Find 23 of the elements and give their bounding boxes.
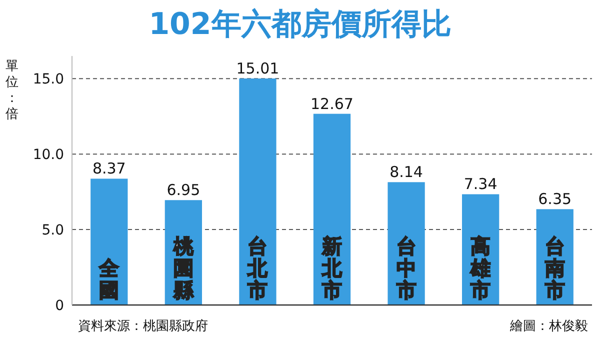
y-tick-label: 5.0 [42, 222, 64, 239]
bar [239, 78, 276, 305]
data-label: 8.37 [92, 160, 126, 178]
y-tick-label: 15.0 [32, 72, 64, 88]
y-tick-label: 10.0 [32, 147, 64, 164]
y-tick-label: 0 [55, 298, 64, 314]
data-label: 6.95 [166, 181, 200, 200]
data-label: 12.67 [310, 94, 354, 113]
x-tick-label: 全國 [98, 256, 120, 302]
data-label: 7.34 [464, 175, 498, 194]
x-tick-label: 新北市 [321, 234, 343, 302]
x-tick-label: 高雄市 [470, 234, 491, 302]
source-note: 資料來源：桃園縣政府 [78, 318, 208, 334]
data-label: 15.01 [236, 59, 280, 78]
chart-title: 102年六都房價所得比 [148, 7, 452, 42]
x-tick-label: 台中市 [395, 234, 416, 302]
x-tick-label: 台南市 [544, 234, 565, 302]
data-label: 8.14 [390, 163, 423, 182]
y-axis-title: 單位：倍 [6, 59, 18, 122]
text: 繪圖：林俊毅 [509, 319, 588, 334]
x-tick-label: 桃園縣 [172, 234, 194, 302]
x-tick-label: 台北市 [246, 234, 269, 302]
data-label: 6.35 [538, 190, 572, 208]
